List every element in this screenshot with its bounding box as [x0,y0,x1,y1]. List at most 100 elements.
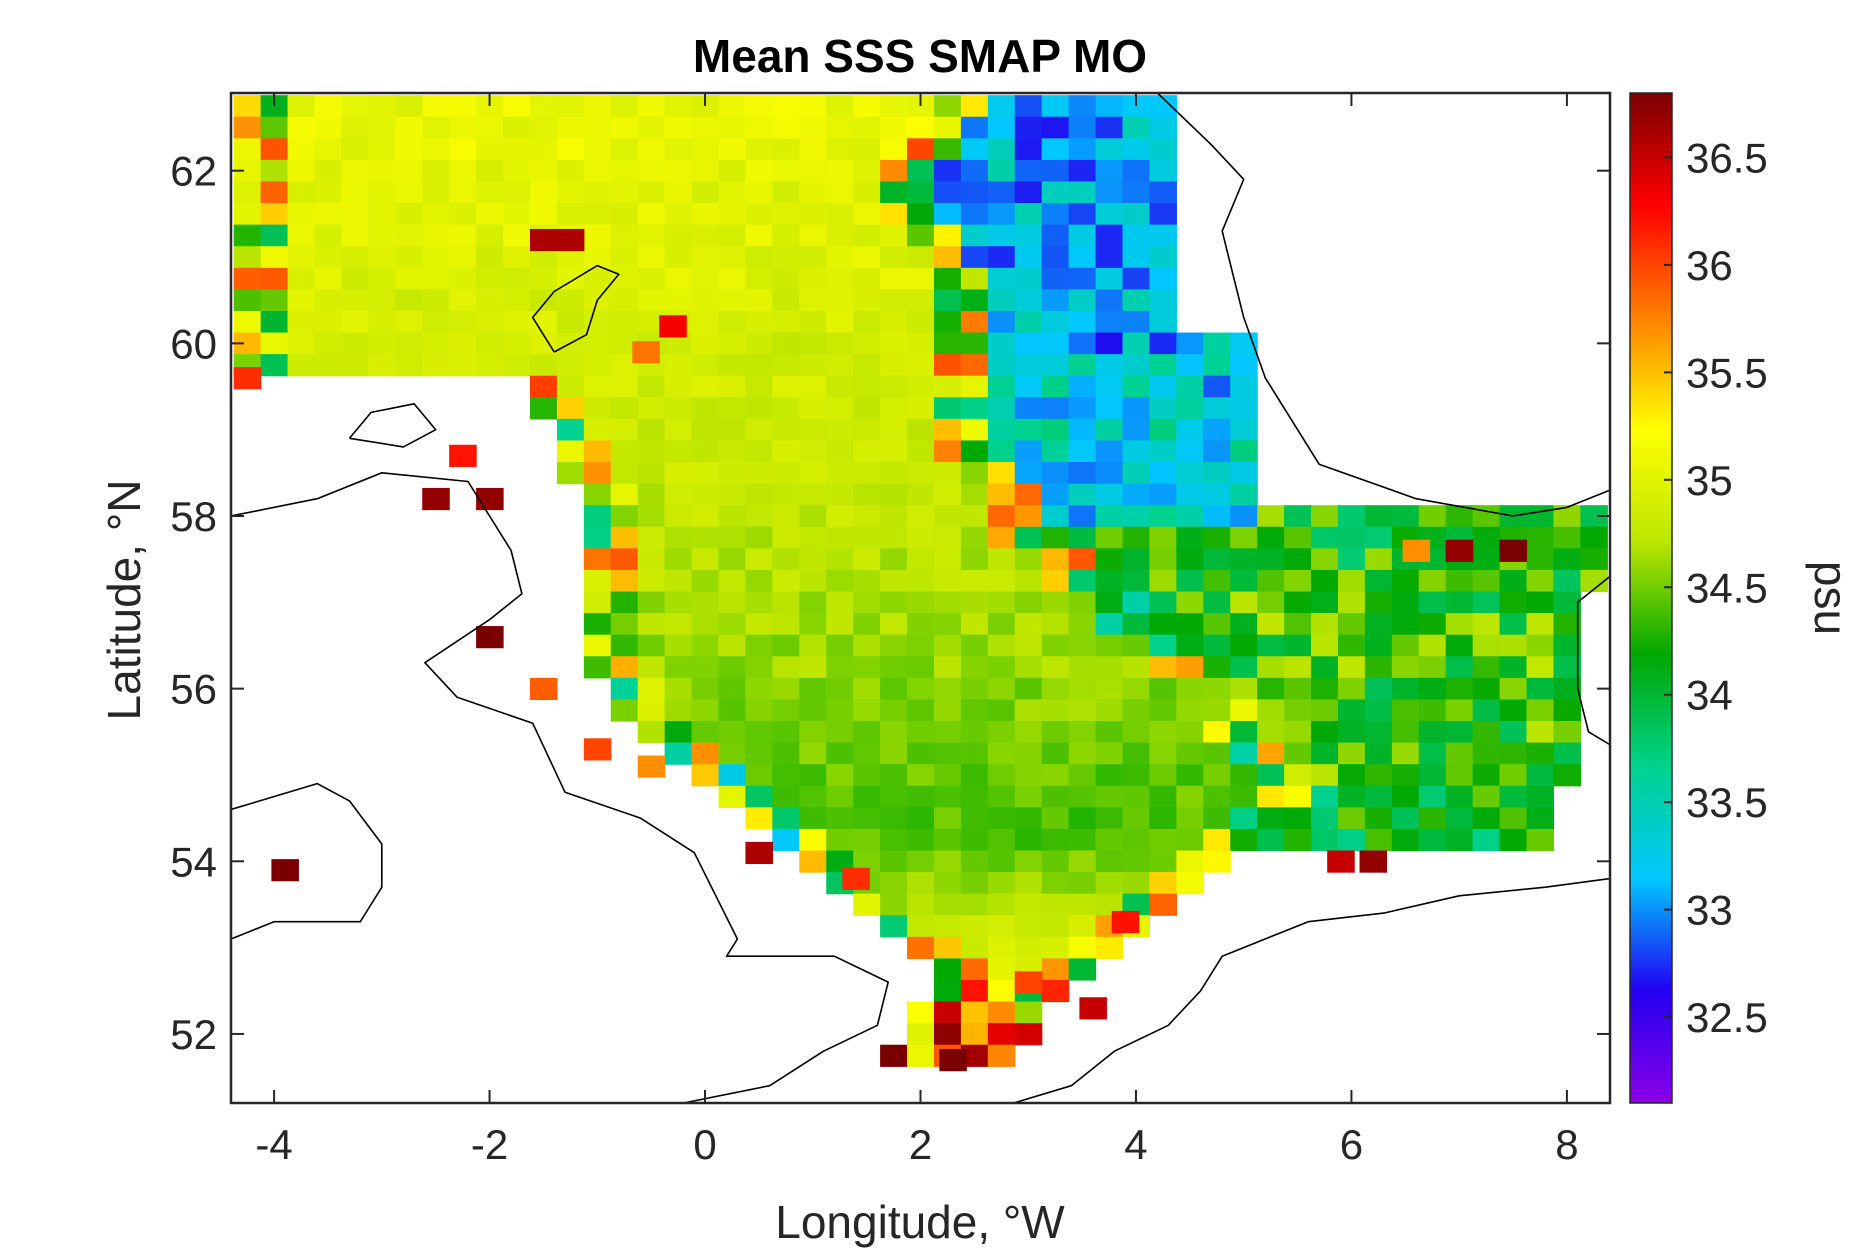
salinity-cell [1014,375,1043,398]
salinity-cell [341,246,369,269]
salinity-cell [1014,310,1043,334]
salinity-cell [422,159,450,183]
salinity-cell [341,116,369,139]
salinity-cell [583,116,612,139]
salinity-cell [1014,354,1043,377]
salinity-cell [772,656,800,679]
salinity-cell [664,397,693,420]
salinity-cell [1176,418,1204,442]
salinity-cell [1176,591,1204,614]
salinity-cell [826,138,854,161]
salinity-cell [368,310,396,334]
salinity-cell [1068,267,1097,290]
salinity-cell [907,354,935,377]
salinity-cell [772,634,800,657]
salinity-cell [529,138,558,161]
salinity-cell [610,332,639,355]
coastal-salinity-cell [1079,997,1107,1020]
salinity-cell [1068,224,1097,247]
salinity-cell [1337,505,1366,528]
salinity-cell [933,138,962,161]
salinity-cell [368,138,396,161]
salinity-cell [1149,95,1177,118]
salinity-cell [583,418,612,442]
salinity-cell [1472,548,1501,571]
salinity-cell [1284,569,1312,593]
salinity-cell [422,138,450,161]
salinity-cell [1580,548,1608,571]
salinity-cell [1230,462,1258,485]
salinity-cell [260,289,289,312]
salinity-cell [691,246,720,269]
salinity-cell [1122,569,1151,593]
salinity-cell [853,526,881,549]
salinity-cell [853,483,881,506]
salinity-cell [960,246,989,269]
salinity-cell [1095,656,1124,679]
salinity-cell [880,462,908,485]
salinity-cell [880,375,908,398]
salinity-cell [691,462,720,485]
salinity-cell [987,246,1016,269]
salinity-cell [1095,548,1124,571]
salinity-cell [314,224,343,247]
salinity-cell [1203,591,1231,614]
salinity-cell [1041,742,1070,765]
salinity-cell [664,354,693,377]
salinity-cell [1257,742,1285,765]
salinity-cell [1095,613,1124,636]
coastal-salinity-cell [745,841,773,865]
salinity-cell [987,159,1016,183]
salinity-cell [907,203,935,226]
salinity-cell [637,548,666,571]
salinity-cell [395,354,423,377]
salinity-cell [1284,828,1312,852]
salinity-cell [1068,677,1097,701]
salinity-cell [503,289,531,312]
salinity-cell [1391,656,1420,679]
salinity-cell [664,505,693,528]
salinity-cell [1203,634,1231,657]
salinity-cell [1149,505,1177,528]
salinity-cell [907,505,935,528]
salinity-cell [960,203,989,226]
salinity-cell [1122,893,1151,916]
salinity-cell [880,440,908,463]
salinity-cell [583,634,612,657]
salinity-cell [880,246,908,269]
salinity-cell [853,850,881,873]
salinity-cell [556,95,585,118]
salinity-cell [287,267,316,290]
salinity-cell [1553,548,1581,571]
salinity-cell [1014,1001,1043,1024]
salinity-cell [853,440,881,463]
x-axis-label: Longitude, °W [775,1196,1065,1248]
salinity-cell [880,915,908,938]
salinity-cell [1095,850,1124,873]
salinity-cell [1068,915,1097,938]
salinity-cell [1257,569,1285,593]
salinity-cell [772,138,800,161]
salinity-cell [1041,267,1070,290]
salinity-cell [1041,181,1070,204]
salinity-cell [1041,613,1070,636]
salinity-cell [1122,462,1151,485]
salinity-cell [1014,936,1043,959]
salinity-cell [1095,807,1124,830]
salinity-cell [449,246,477,269]
salinity-cell [853,613,881,636]
salinity-cell [395,95,423,118]
salinity-cell [556,246,585,269]
salinity-cell [1553,721,1581,744]
salinity-cell [799,785,827,808]
salinity-cell [933,375,962,398]
salinity-cell [1257,764,1285,787]
salinity-cell [1499,569,1528,593]
salinity-cell [745,613,773,636]
salinity-cell [1526,721,1555,744]
salinity-cell [637,613,666,636]
salinity-cell [960,462,989,485]
salinity-cell [1095,397,1124,420]
salinity-cell [1095,569,1124,593]
salinity-cell [1445,807,1474,830]
